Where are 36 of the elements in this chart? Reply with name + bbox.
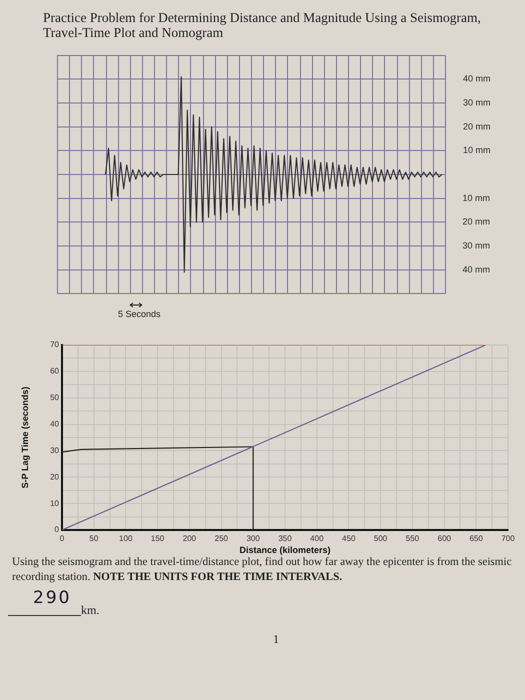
- x-tick-label: 550: [406, 534, 420, 544]
- text: 290: [33, 588, 72, 608]
- text: 5 Seconds: [118, 309, 161, 319]
- y-tick-label: 70: [50, 340, 60, 350]
- y-tick-label: 40 mm: [463, 74, 491, 84]
- text: Using the seismogram and the travel-time/distance plot, find out how far away the epicenter is from the seismic: [12, 556, 512, 568]
- y-tick-label: 60: [50, 366, 60, 376]
- x-tick-label: 150: [150, 534, 165, 544]
- x-tick-label: 300: [246, 534, 260, 544]
- y-tick-label: 40: [50, 419, 60, 428]
- text: recording station.: [12, 571, 90, 583]
- x-tick-label: 650: [469, 534, 484, 544]
- y-tick-label: 0: [54, 525, 60, 534]
- text: NOTE THE UNITS FOR THE TIME INTERVALS.: [93, 571, 342, 583]
- x-tick-label: 500: [374, 534, 388, 544]
- y-axis-title: S-P Lag Time (seconds): [20, 386, 30, 488]
- y-tick-label: 50: [50, 393, 60, 402]
- x-axis-title: Distance (kilometers): [239, 545, 331, 556]
- x-tick-label: 400: [310, 534, 324, 544]
- y-tick-label: 20: [50, 472, 60, 482]
- x-tick-label: 450: [342, 534, 356, 544]
- text: km.: [81, 603, 100, 618]
- y-tick-label: 10: [50, 498, 60, 508]
- y-tick-label: 30 mm: [463, 98, 491, 108]
- x-tick-label: 50: [89, 534, 99, 544]
- y-tick-label: 10 mm: [463, 145, 491, 156]
- x-tick-label: 200: [182, 534, 197, 544]
- x-tick-label: 350: [278, 534, 292, 544]
- y-tick-label: 30: [50, 446, 60, 455]
- x-tick-label: 250: [214, 534, 229, 544]
- y-tick-label: 20 mm: [463, 121, 491, 132]
- text: 1: [273, 632, 279, 647]
- chart-title: Practice Problem for Determining Distance and Magnitude Using a Seismogram, Travel-Time Plot and Nomogram: [43, 10, 482, 40]
- x-tick-label: 700: [501, 534, 516, 544]
- x-tick-label: 600: [438, 534, 452, 544]
- x-tick-label: 100: [119, 534, 133, 544]
